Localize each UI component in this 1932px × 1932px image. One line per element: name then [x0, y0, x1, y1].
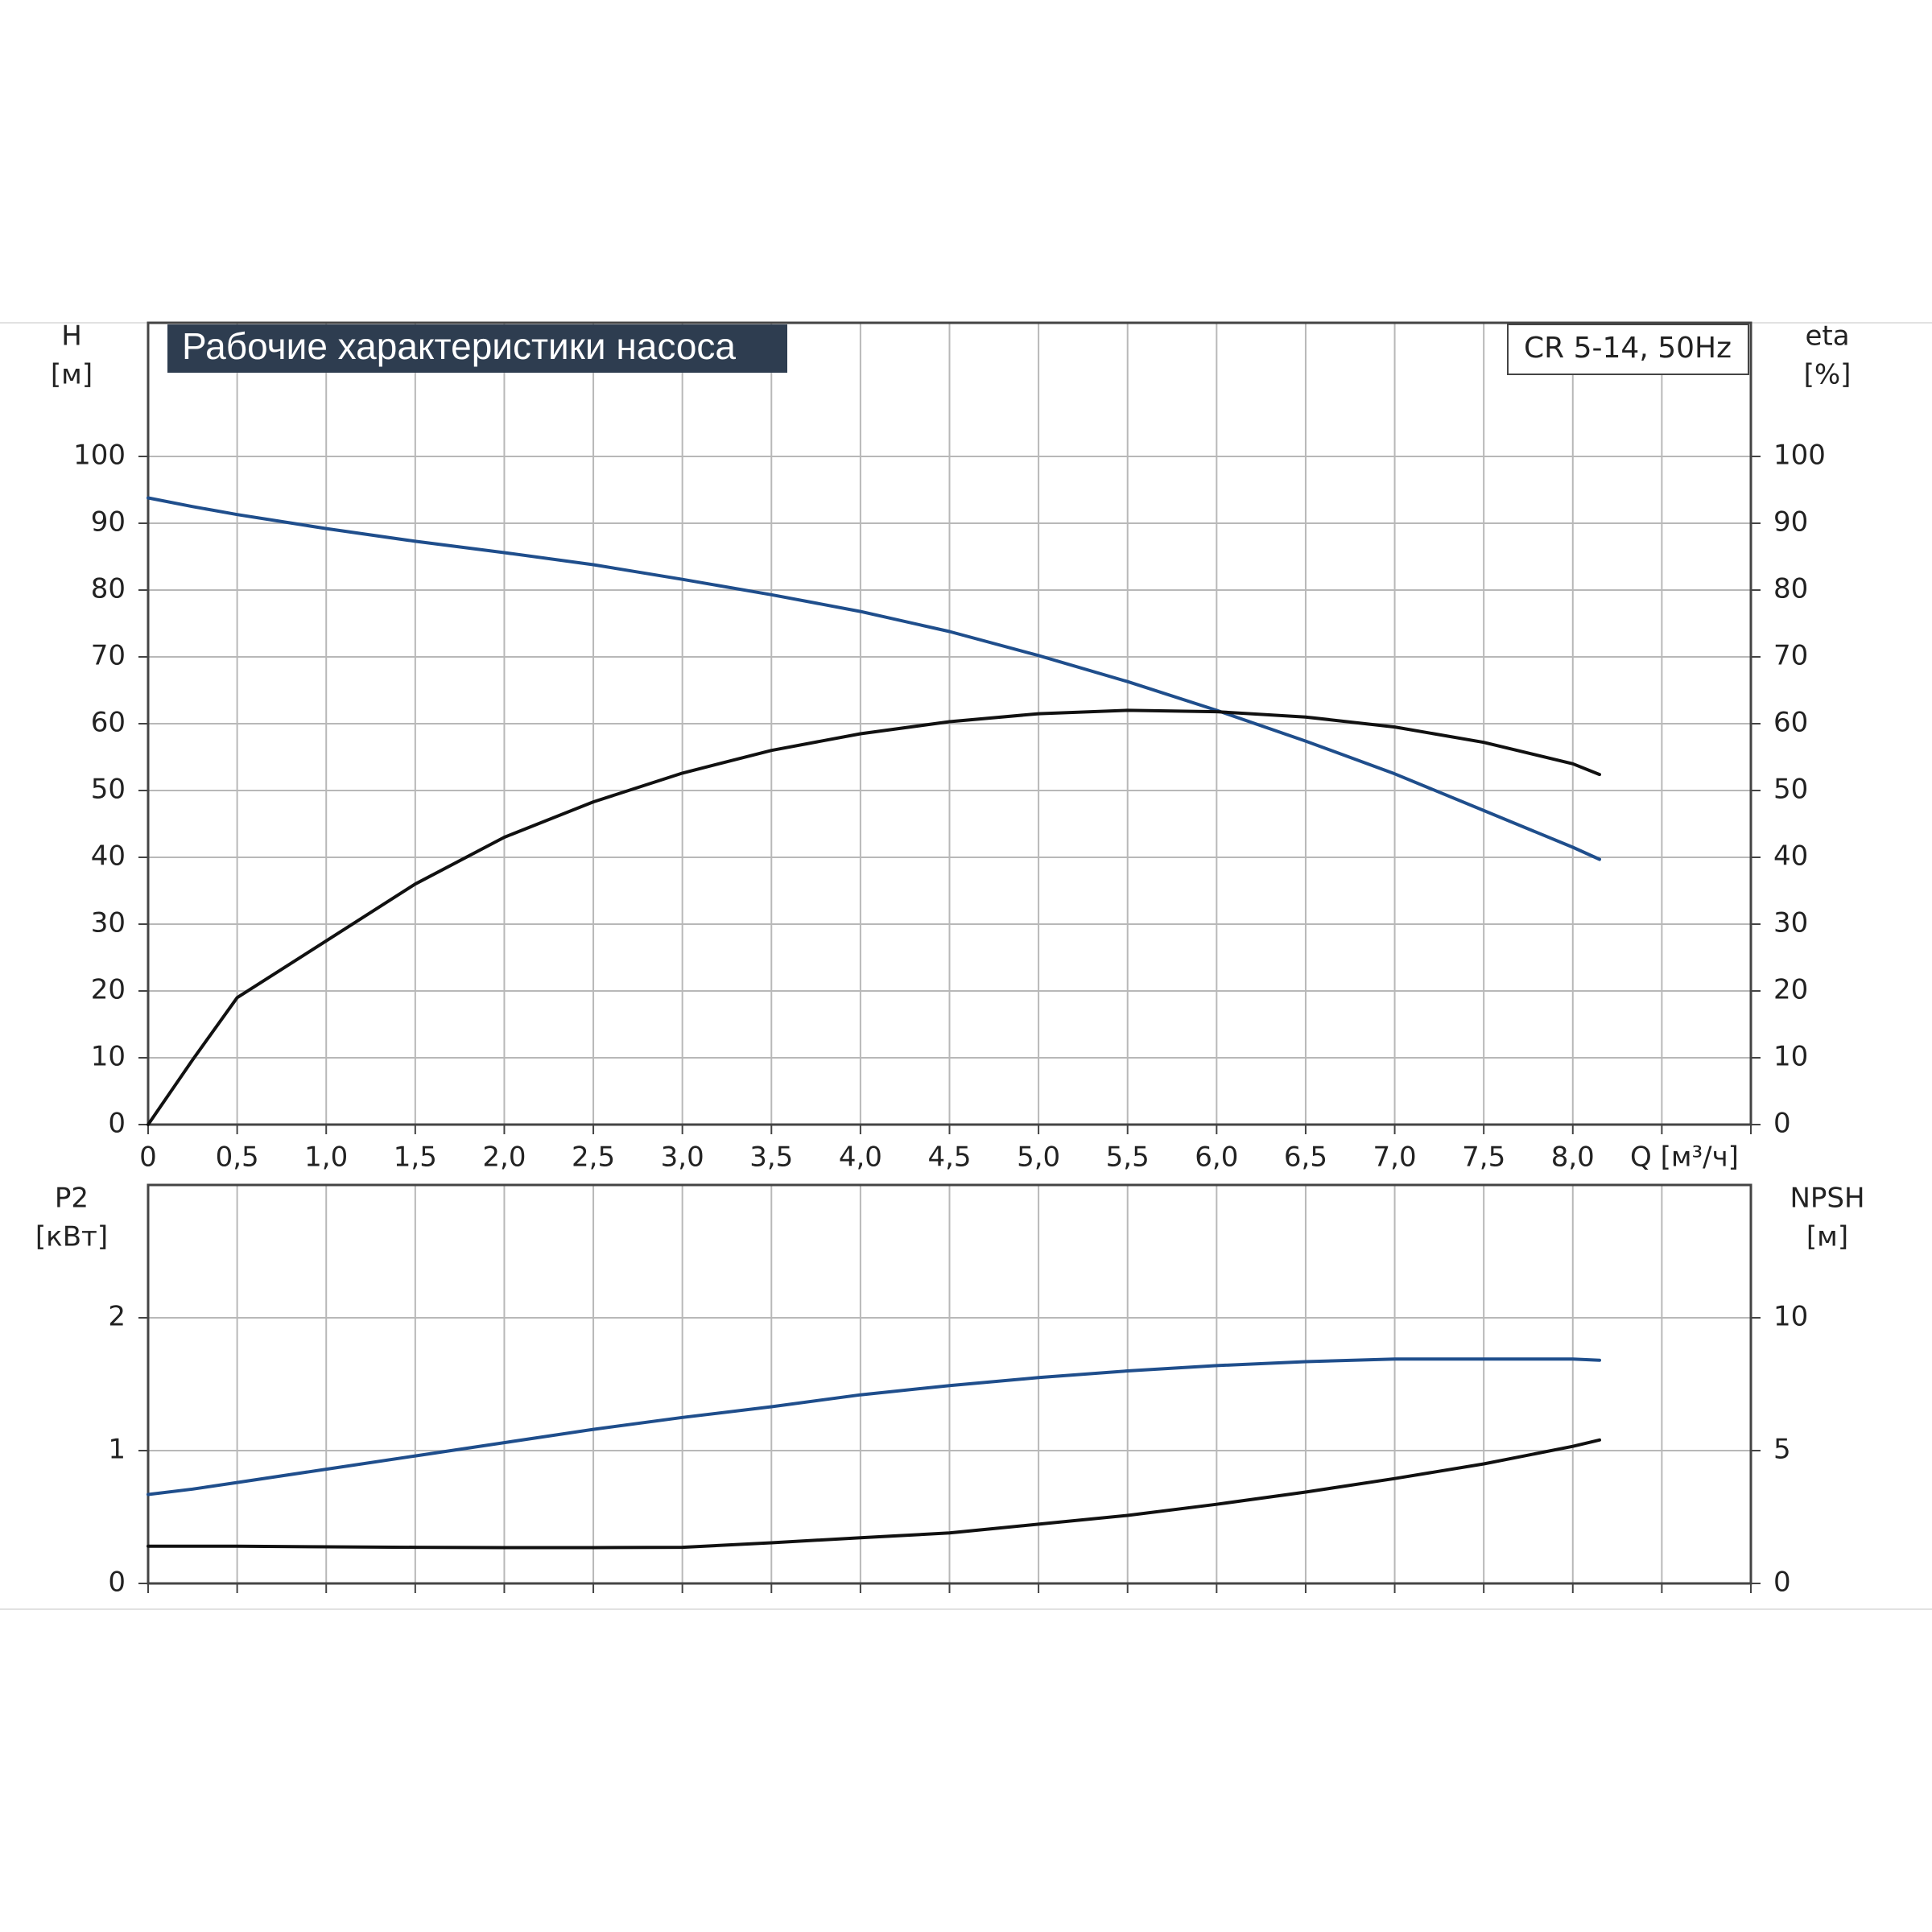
x-tick-label: 1,5: [394, 1141, 437, 1174]
y2-tick-label: 30: [1773, 907, 1808, 939]
y-tick-label: 0: [108, 1108, 126, 1140]
x-tick-label: 3,5: [749, 1141, 793, 1174]
x-tick-label: 7,0: [1373, 1141, 1417, 1174]
series-line: [147, 708, 1601, 1126]
x-tick-label: 2,5: [572, 1141, 615, 1174]
x-axis-label: Q [м³/ч]: [1630, 1141, 1739, 1174]
x-tick-label: 1,0: [304, 1141, 348, 1174]
y2-tick-label: 10: [1773, 1041, 1808, 1073]
y2-tick-label: 70: [1773, 640, 1808, 672]
x-tick-label: 7,5: [1462, 1141, 1505, 1174]
y-tick-label: 70: [91, 640, 126, 672]
y-axis-unit: [кВт]: [35, 1221, 108, 1253]
chart-subtitle: CR 5-14, 50Hz: [1524, 332, 1732, 365]
y-axis-unit: [м]: [51, 359, 93, 391]
x-tick-label: 6,0: [1195, 1141, 1238, 1174]
y-tick-label: 30: [91, 907, 126, 939]
y2-tick-label: 100: [1773, 440, 1826, 472]
x-tick-label: 2,0: [482, 1141, 526, 1174]
y2-axis-unit: [м]: [1806, 1221, 1848, 1253]
x-tick-label: 0,5: [216, 1141, 259, 1174]
x-tick-label: 4,5: [927, 1141, 971, 1174]
y2-tick-label: 5: [1773, 1434, 1791, 1466]
y2-tick-label: 50: [1773, 774, 1808, 806]
y2-tick-label: 10: [1773, 1301, 1808, 1333]
x-tick-label: 6,5: [1284, 1141, 1327, 1174]
y-tick-label: 20: [91, 974, 126, 1006]
plot-frame: [147, 1183, 1752, 1585]
y2-tick-label: 40: [1773, 840, 1808, 873]
x-tick-label: 5,0: [1017, 1141, 1060, 1174]
y-axis-label: P2: [55, 1183, 89, 1215]
chart-title: Рабочие характеристики насоса: [182, 325, 736, 367]
series-line: [147, 1357, 1601, 1496]
y2-axis-label: NPSH: [1790, 1183, 1864, 1215]
y-tick-label: 60: [91, 707, 126, 739]
title-box: [167, 324, 787, 373]
y2-tick-label: 60: [1773, 707, 1808, 739]
y2-tick-label: 90: [1773, 506, 1808, 539]
y-tick-label: 100: [73, 440, 126, 472]
y-axis-label: H: [61, 320, 82, 353]
y-tick-label: 80: [91, 573, 126, 605]
y-tick-label: 90: [91, 506, 126, 539]
y2-tick-label: 20: [1773, 974, 1808, 1006]
y-tick-label: 10: [91, 1041, 126, 1073]
plot-frame: [147, 321, 1752, 1126]
y2-axis-unit: [%]: [1804, 359, 1852, 391]
x-tick-label: 0: [139, 1141, 157, 1174]
x-tick-label: 8,0: [1551, 1141, 1595, 1174]
y-tick-label: 2: [108, 1301, 126, 1333]
series-line: [147, 1438, 1601, 1550]
y2-tick-label: 0: [1773, 1567, 1791, 1599]
model-box: [1507, 324, 1749, 375]
x-tick-label: 3,0: [661, 1141, 704, 1174]
series-line: [147, 496, 1601, 861]
y-tick-label: 40: [91, 840, 126, 873]
x-tick-label: 5,5: [1106, 1141, 1150, 1174]
x-tick-label: 4,0: [839, 1141, 882, 1174]
y2-tick-label: 0: [1773, 1108, 1791, 1140]
y2-tick-label: 80: [1773, 573, 1808, 605]
y2-axis-label: eta: [1805, 320, 1849, 353]
y-tick-label: 50: [91, 774, 126, 806]
y-tick-label: 1: [108, 1434, 126, 1466]
y-tick-label: 0: [108, 1567, 126, 1599]
